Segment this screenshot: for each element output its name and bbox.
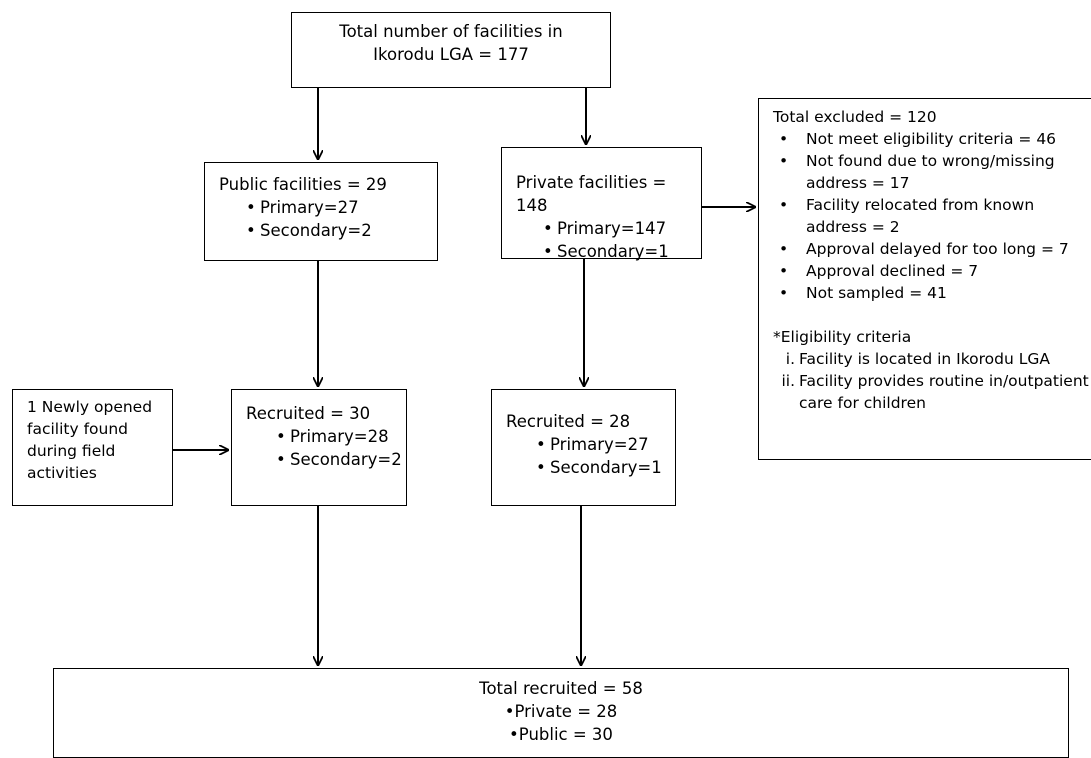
excluded-list: Not meet eligibility criteria = 46 Not f… — [773, 128, 1091, 304]
total-recruited-public: Public = 30 — [518, 725, 613, 744]
newly-opened-text: 1 Newly opened facility found during fie… — [27, 398, 153, 482]
total-line-1: Total number of facilities in — [339, 22, 563, 41]
private-facilities-box: Private facilities = 148 Primary=147 Sec… — [501, 147, 702, 263]
recruited-public-primary: Primary=28 — [276, 425, 406, 448]
total-facilities-box: Total number of facilities in Ikorodu LG… — [291, 12, 611, 88]
excluded-box: Total excluded = 120 Not meet eligibilit… — [758, 98, 1091, 460]
criteria-item: ii. Facility provides routine in/outpati… — [773, 370, 1091, 414]
recruited-public-list: Primary=28 Secondary=2 — [246, 425, 406, 471]
public-facilities-box: Public facilities = 29 Primary=27 Second… — [204, 162, 438, 261]
recruited-private-secondary: Secondary=1 — [536, 456, 675, 479]
total-line-2: Ikorodu LGA = 177 — [373, 45, 529, 64]
criteria-item: i. Facility is located in Ikorodu LGA — [773, 348, 1091, 370]
excluded-item: Approval delayed for too long = 7 — [779, 238, 1091, 260]
excluded-item: Facility relocated from known address = … — [779, 194, 1091, 238]
recruited-private-list: Primary=27 Secondary=1 — [506, 433, 675, 479]
total-recruited-title: Total recruited = 58 — [479, 679, 643, 698]
recruited-public-title: Recruited = 30 — [246, 404, 371, 423]
recruited-private-box: Recruited = 28 Primary=27 Secondary=1 — [491, 389, 676, 506]
criteria-title: *Eligibility criteria — [773, 328, 912, 346]
total-recruited-box: Total recruited = 58 Private = 28 Public… — [53, 668, 1069, 758]
private-list: Primary=147 Secondary=1 — [516, 217, 701, 263]
newly-opened-box: 1 Newly opened facility found during fie… — [12, 389, 173, 506]
recruited-private-title: Recruited = 28 — [506, 412, 631, 431]
excluded-item: Approval declined = 7 — [779, 260, 1091, 282]
criteria-number: ii. — [781, 372, 795, 390]
public-item-primary: Primary=27 — [246, 196, 437, 219]
criteria-number: i. — [785, 350, 795, 368]
private-title: Private facilities = 148 — [516, 173, 667, 215]
recruited-public-box: Recruited = 30 Primary=28 Secondary=2 — [231, 389, 407, 506]
private-item-secondary: Secondary=1 — [543, 240, 701, 263]
criteria-text: Facility provides routine in/outpatient … — [799, 372, 1089, 412]
public-list: Primary=27 Secondary=2 — [219, 196, 437, 242]
criteria-list: i. Facility is located in Ikorodu LGA ii… — [773, 348, 1091, 414]
excluded-title: Total excluded = 120 — [773, 108, 937, 126]
private-item-primary: Primary=147 — [543, 217, 701, 240]
total-recruited-private: Private = 28 — [514, 702, 618, 721]
excluded-item: Not found due to wrong/missing address =… — [779, 150, 1091, 194]
excluded-item: Not sampled = 41 — [779, 282, 1091, 304]
public-title: Public facilities = 29 — [219, 175, 387, 194]
criteria-text: Facility is located in Ikorodu LGA — [799, 350, 1050, 368]
recruited-public-secondary: Secondary=2 — [276, 448, 406, 471]
recruited-private-primary: Primary=27 — [536, 433, 675, 456]
excluded-item: Not meet eligibility criteria = 46 — [779, 128, 1091, 150]
public-item-secondary: Secondary=2 — [246, 219, 437, 242]
